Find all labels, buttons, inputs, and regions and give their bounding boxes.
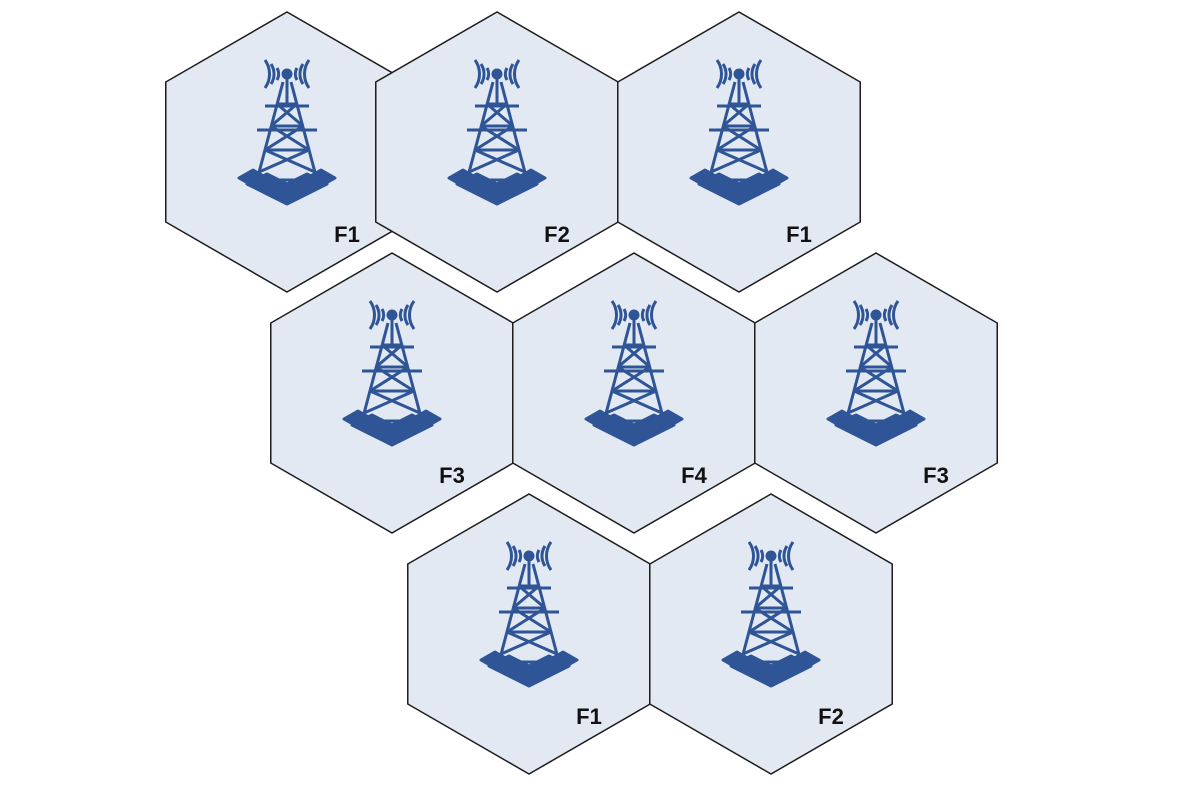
cell-frequency-label: F3 xyxy=(923,463,949,488)
hexagon xyxy=(650,494,892,774)
cell-f1-6: F1 xyxy=(408,494,650,774)
cell-f3-3: F3 xyxy=(271,253,513,533)
cell-f2-7: F2 xyxy=(650,494,892,774)
cell-f4-4: F4 xyxy=(513,253,755,533)
hexagon xyxy=(376,12,618,292)
cell-f3-5: F3 xyxy=(755,253,997,533)
hexagon xyxy=(271,253,513,533)
hexagon xyxy=(408,494,650,774)
cell-frequency-label: F2 xyxy=(544,222,570,247)
cell-f2-1: F2 xyxy=(376,12,618,292)
cell-frequency-label: F1 xyxy=(576,704,602,729)
hexagon xyxy=(513,253,755,533)
cell-f1-0: F1 xyxy=(166,12,408,292)
cell-frequency-label: F1 xyxy=(334,222,360,247)
hexagon xyxy=(166,12,408,292)
cellular-frequency-reuse-diagram: F1 F2 F1 F3 F4 F3 F1 F2 xyxy=(0,0,1200,800)
hexagon xyxy=(755,253,997,533)
cell-frequency-label: F4 xyxy=(681,463,707,488)
cell-f1-2: F1 xyxy=(618,12,860,292)
cell-frequency-label: F2 xyxy=(818,704,844,729)
cell-frequency-label: F1 xyxy=(786,222,812,247)
cell-frequency-label: F3 xyxy=(439,463,465,488)
hexagon xyxy=(618,12,860,292)
